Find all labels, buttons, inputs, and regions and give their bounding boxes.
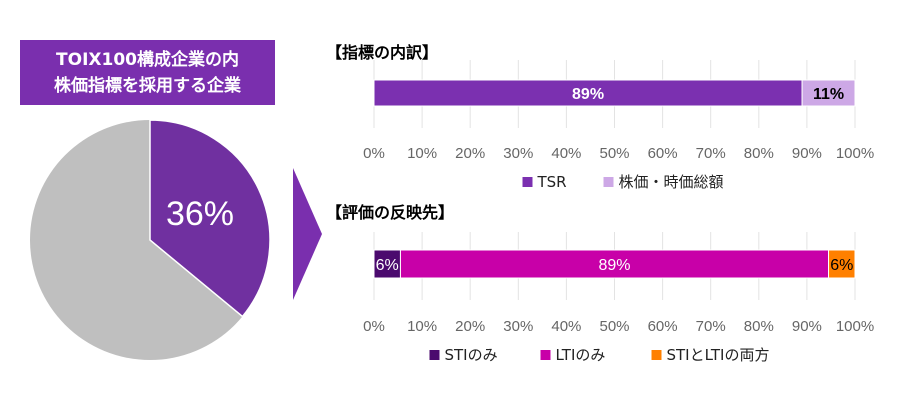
legend-swatch [603,177,614,187]
legend-swatch [540,350,551,360]
x-tick-label: 30% [503,318,533,335]
bar-segment [373,249,401,279]
legend-label: STIのみ [445,346,498,364]
x-tick-label: 70% [696,145,726,162]
data-label: 11% [813,86,844,103]
x-tick-label: 0% [363,318,385,335]
x-tick-label: 20% [455,145,485,162]
x-tick-label: 40% [551,318,581,335]
bar-segment [828,249,856,279]
x-tick-label: 70% [696,318,726,335]
x-tick-label: 80% [744,145,774,162]
x-tick-label: 50% [599,145,629,162]
x-tick-label: 20% [455,318,485,335]
legend-swatch [651,350,662,360]
x-tick-label: 100% [836,318,874,335]
title-line-2: 株価指標を採用する企業 [54,75,241,96]
x-tick-label: 60% [648,318,678,335]
pie-label: 36% [166,195,234,233]
legend-swatch [429,350,440,360]
x-tick-label: 90% [792,145,822,162]
arrow-icon [293,168,322,300]
x-tick-label: 60% [648,145,678,162]
x-tick-label: 10% [407,145,437,162]
x-tick-label: 80% [744,318,774,335]
x-tick-label: 30% [503,145,533,162]
legend-label: TSR [537,173,567,191]
data-label: 6% [376,257,399,274]
x-tick-label: 40% [551,145,581,162]
legend-swatch [522,177,533,187]
x-tick-label: 90% [792,318,822,335]
bar-segment [399,249,830,279]
legend-label: 株価・時価総額 [619,173,724,191]
bar-segment [801,79,856,107]
x-tick-label: 100% [836,145,874,162]
x-tick-label: 0% [363,145,385,162]
legend-label: STIとLTIの両方 [667,346,770,364]
data-label: 6% [830,257,853,274]
pie-slice-share [149,119,271,318]
legend-label: LTIのみ [556,346,606,364]
chart-title: 【評価の反映先】 [326,203,454,222]
data-label: 89% [572,86,604,103]
x-tick-label: 10% [407,318,437,335]
chart-title: 【指標の内訳】 [326,43,438,62]
data-label: 89% [598,257,630,274]
title-line-1: TOIX100構成企業の内 [56,49,239,70]
x-tick-label: 50% [599,318,629,335]
title-box: TOIX100構成企業の内 株価指標を採用する企業 [20,40,275,105]
